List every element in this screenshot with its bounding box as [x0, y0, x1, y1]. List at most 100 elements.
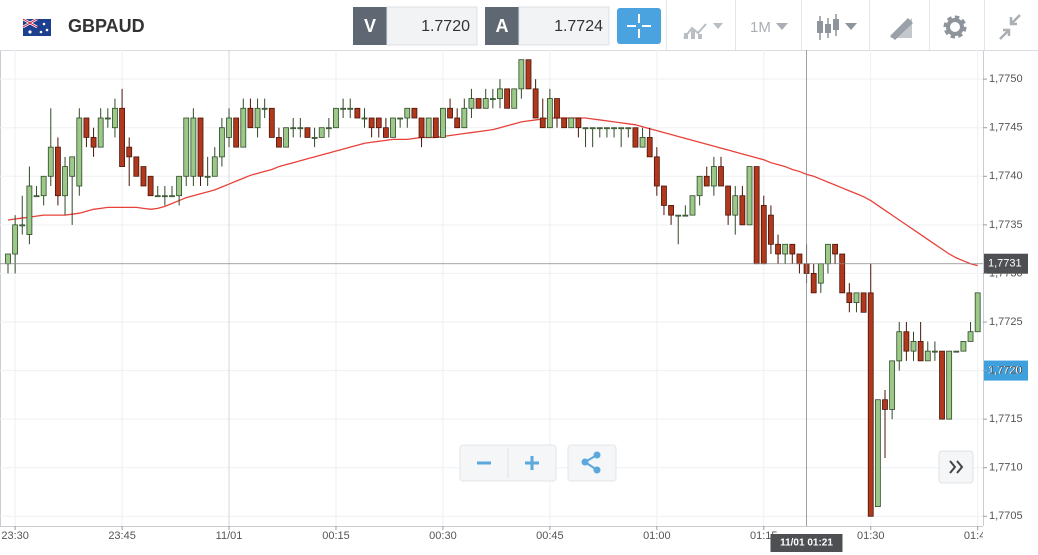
candle-body [668, 205, 674, 216]
y-tick-label: 1,7745 [989, 122, 1023, 134]
candle-body [489, 98, 496, 100]
candle-body [967, 331, 974, 342]
candle-body [867, 292, 874, 517]
overlay: 1,7731 11/01 01:21 1,7720 [0, 50, 1028, 552]
candle-body [810, 273, 817, 294]
settings-button[interactable] [943, 15, 967, 39]
candle-body [33, 195, 40, 198]
candle-body [689, 195, 696, 216]
candle-body [247, 107, 254, 129]
candle-body [682, 214, 689, 217]
candle-body [375, 117, 382, 129]
candle-body [76, 117, 83, 187]
candle-body [161, 195, 168, 198]
bid-button[interactable]: V 1.7720 [353, 6, 478, 46]
candle-body [675, 214, 682, 217]
candle-body [710, 166, 717, 187]
candle-body [133, 156, 140, 177]
x-tick-label: 11/01 [216, 530, 243, 542]
crosshair-button[interactable] [617, 8, 661, 44]
candle-body [411, 107, 418, 119]
zoom-controls [459, 444, 974, 484]
candle-body [418, 117, 425, 138]
candle-body [924, 350, 931, 362]
collapse-button[interactable] [999, 14, 1021, 40]
x-tick-label: 01:00 [643, 530, 671, 542]
y-axis: 1,77051,77101,77151,77201,77251,77301,77… [983, 73, 1023, 522]
candle-body [397, 117, 404, 120]
candle-body [226, 117, 232, 138]
y-tick-label: 1,7730 [989, 267, 1023, 279]
candle-body [404, 107, 411, 119]
candle-body [340, 107, 347, 110]
candle-body [853, 292, 860, 303]
candle-body [889, 360, 896, 410]
candle-body [782, 243, 789, 255]
candle-body [55, 146, 61, 197]
timeframe-button[interactable]: 1M [750, 19, 788, 36]
x-tick-label: 01:15 [750, 530, 778, 542]
candle-body [240, 107, 247, 148]
candle-body [625, 127, 632, 130]
ask-label: A [496, 16, 509, 36]
candle-body [5, 253, 11, 265]
candle-body [532, 88, 539, 119]
x-tick-label: 01:45 [964, 530, 992, 542]
drawing-button[interactable] [890, 18, 913, 40]
ask-button[interactable]: A 1.7724 [485, 6, 610, 46]
symbol: GBPAUD [68, 16, 145, 36]
candle-body [575, 117, 582, 129]
candle-body [297, 127, 304, 130]
candle-body [846, 292, 853, 303]
candle-body [882, 399, 888, 410]
crosshair-time-label: 11/01 01:21 [780, 538, 833, 549]
candle-body [775, 243, 781, 255]
candle-body [696, 175, 703, 197]
candle-body [233, 117, 240, 148]
ask-price: 1.7724 [554, 18, 603, 35]
candle-body [518, 59, 525, 90]
bid-price: 1.7720 [421, 18, 470, 35]
candle-body [789, 243, 796, 255]
candle-body [390, 117, 396, 138]
candle-body [119, 107, 125, 167]
candle-body [304, 127, 311, 138]
candle-body [554, 98, 560, 119]
chart-type-button[interactable] [683, 23, 723, 39]
candle-body [382, 127, 389, 138]
candle-body [753, 166, 760, 265]
candle-body [211, 156, 218, 177]
x-tick-label: 00:30 [429, 530, 457, 542]
candle-body [932, 350, 938, 353]
candle-style-button[interactable] [817, 14, 857, 40]
candle-body [618, 127, 625, 130]
crosshair-time-box [770, 534, 843, 552]
candle-body [268, 107, 275, 138]
candle-body [946, 350, 953, 420]
moving-average-line [7, 117, 978, 267]
candle-body [874, 399, 881, 507]
candle-body [825, 243, 831, 265]
candle-body [90, 137, 97, 148]
y-tick-label: 1,7735 [989, 219, 1023, 231]
share-button[interactable] [567, 444, 617, 482]
candle-body [817, 263, 824, 284]
candle-body [83, 117, 90, 138]
candle-body [910, 341, 917, 352]
candle-body [354, 107, 361, 119]
candle-body [974, 292, 981, 333]
candle-body [126, 146, 133, 158]
candle-body [147, 175, 154, 197]
scroll-right-button[interactable] [938, 450, 974, 484]
candle-body [703, 175, 710, 187]
crosshair-price-label: 1,7731 [988, 258, 1022, 270]
zoom-in-button[interactable] [525, 456, 539, 470]
bid-price-label: 1,7720 [988, 364, 1022, 376]
candle-body [432, 117, 439, 138]
candle-body [190, 117, 197, 177]
candle-body [276, 137, 282, 148]
candle-body [318, 127, 325, 138]
candle-body [760, 205, 767, 265]
candle-body [732, 195, 739, 216]
